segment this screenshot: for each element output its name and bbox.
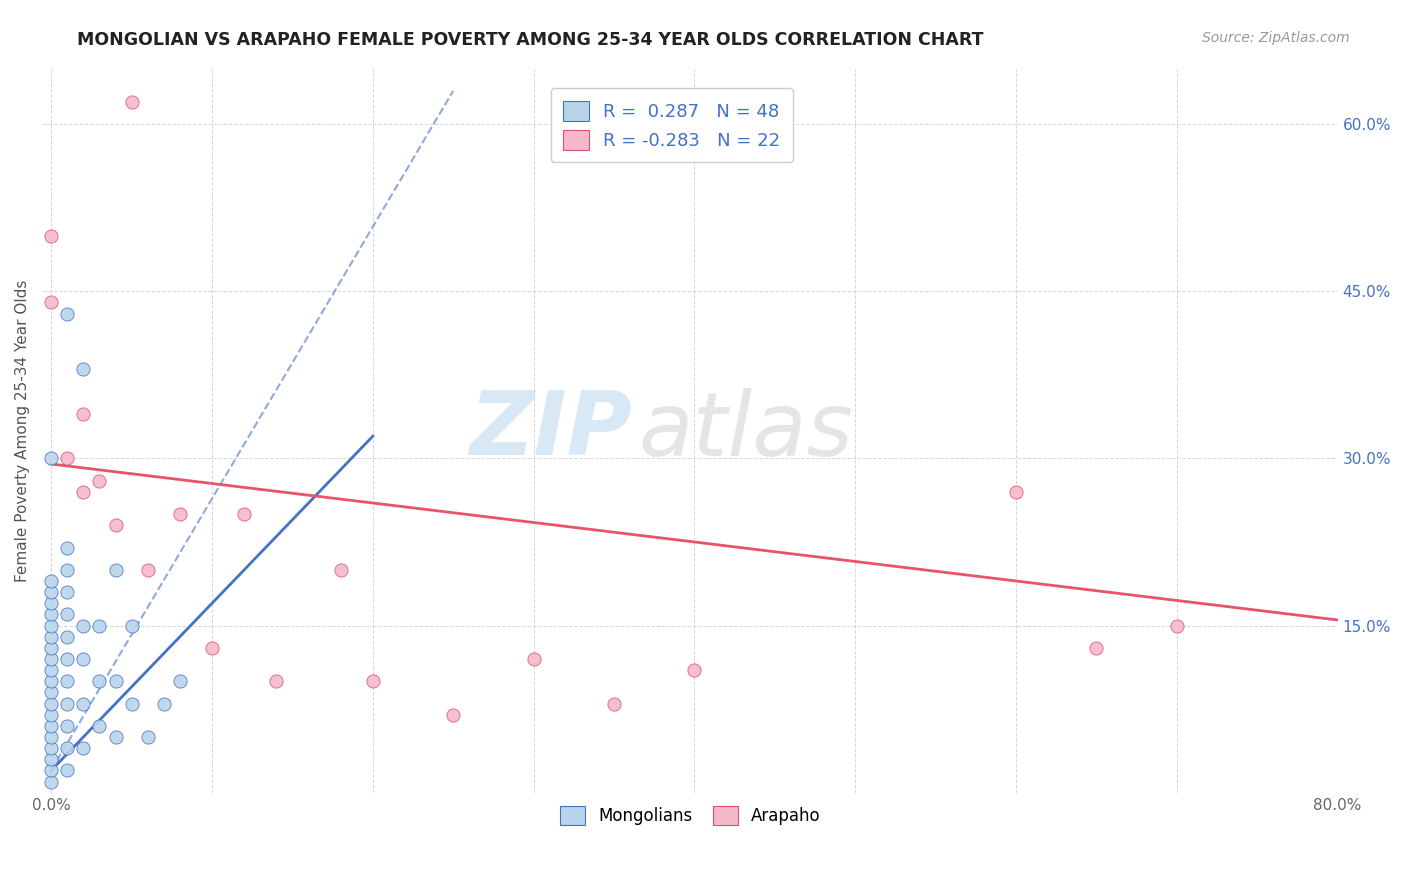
Point <box>39 697 62 711</box>
Point <box>56 607 79 622</box>
Point <box>104 563 127 577</box>
Point <box>233 507 256 521</box>
Point <box>89 618 111 632</box>
Point <box>104 674 127 689</box>
Point <box>361 674 384 689</box>
Point <box>39 451 62 466</box>
Point <box>89 719 111 733</box>
Point <box>169 507 191 521</box>
Point <box>121 95 143 109</box>
Legend: Mongolians, Arapaho: Mongolians, Arapaho <box>550 797 831 835</box>
Point <box>56 451 79 466</box>
Point <box>72 362 94 376</box>
Point <box>136 730 159 744</box>
Point <box>56 541 79 555</box>
Point <box>56 719 79 733</box>
Point <box>104 730 127 744</box>
Point <box>39 752 62 766</box>
Point <box>39 607 62 622</box>
Point <box>72 618 94 632</box>
Point <box>39 295 62 310</box>
Point <box>441 707 464 722</box>
Point <box>56 307 79 321</box>
Point <box>39 741 62 756</box>
Point <box>39 574 62 588</box>
Point <box>72 741 94 756</box>
Point <box>39 640 62 655</box>
Point <box>329 563 352 577</box>
Point <box>39 652 62 666</box>
Point <box>39 228 62 243</box>
Point <box>89 474 111 488</box>
Point <box>72 484 94 499</box>
Point <box>39 674 62 689</box>
Point <box>56 764 79 778</box>
Point <box>56 630 79 644</box>
Point <box>39 585 62 599</box>
Point <box>39 730 62 744</box>
Point <box>169 674 191 689</box>
Point <box>39 663 62 677</box>
Text: Source: ZipAtlas.com: Source: ZipAtlas.com <box>1202 31 1350 45</box>
Point <box>72 652 94 666</box>
Point <box>1166 618 1188 632</box>
Point <box>39 685 62 699</box>
Point <box>152 697 174 711</box>
Point <box>121 697 143 711</box>
Point <box>56 563 79 577</box>
Point <box>136 563 159 577</box>
Point <box>683 663 706 677</box>
Point <box>56 741 79 756</box>
Point <box>56 652 79 666</box>
Point <box>39 719 62 733</box>
Text: MONGOLIAN VS ARAPAHO FEMALE POVERTY AMONG 25-34 YEAR OLDS CORRELATION CHART: MONGOLIAN VS ARAPAHO FEMALE POVERTY AMON… <box>77 31 984 49</box>
Point <box>89 674 111 689</box>
Point <box>1085 640 1108 655</box>
Point <box>603 697 626 711</box>
Point <box>266 674 288 689</box>
Text: ZIP: ZIP <box>470 387 633 474</box>
Point <box>72 697 94 711</box>
Point <box>39 774 62 789</box>
Point <box>39 707 62 722</box>
Point <box>56 674 79 689</box>
Point <box>39 630 62 644</box>
Point <box>1005 484 1028 499</box>
Point <box>104 518 127 533</box>
Point <box>201 640 224 655</box>
Point <box>39 596 62 610</box>
Point <box>72 407 94 421</box>
Point <box>56 585 79 599</box>
Point <box>39 618 62 632</box>
Point <box>121 618 143 632</box>
Point <box>56 697 79 711</box>
Y-axis label: Female Poverty Among 25-34 Year Olds: Female Poverty Among 25-34 Year Olds <box>15 279 30 582</box>
Point <box>39 764 62 778</box>
Point <box>523 652 546 666</box>
Text: atlas: atlas <box>638 388 853 474</box>
